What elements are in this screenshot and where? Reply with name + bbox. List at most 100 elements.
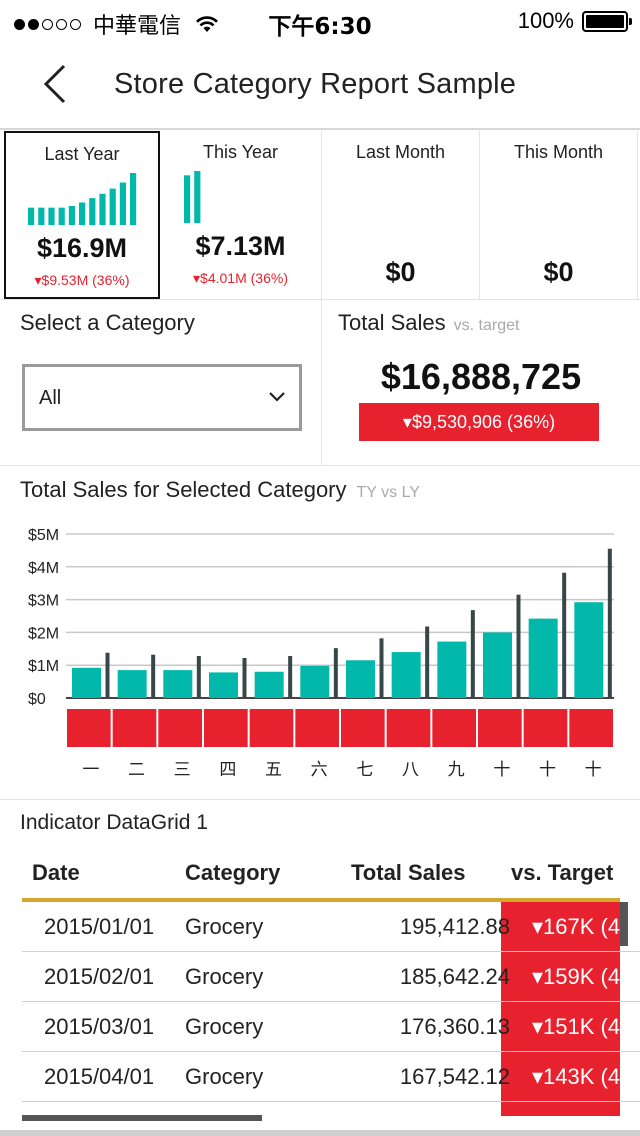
ty-bar [574, 602, 604, 698]
page-title: Store Category Report Sample [114, 68, 517, 100]
kpi-value: $0 [543, 257, 574, 287]
spark-bar [119, 182, 126, 225]
spark-bar [109, 188, 116, 225]
cell-date: 2015/02/01 [44, 964, 155, 989]
cell-date: 2015/01/01 [44, 914, 155, 939]
status-right: 100% [517, 8, 632, 34]
horizontal-scrollbar[interactable] [22, 1115, 262, 1121]
wifi-icon [196, 16, 218, 32]
kpi-tile-last-year[interactable]: Last Year $16.9M ▾$9.53M (36%) [4, 131, 160, 299]
kpi-row: Last Year $16.9M ▾$9.53M (36%) This Year… [0, 131, 640, 299]
ly-bar [562, 572, 567, 698]
x-tick-label: 十 [493, 760, 510, 780]
variance-cell [295, 709, 339, 747]
spark-bar [184, 175, 191, 223]
x-tick-label: 八 [402, 760, 419, 780]
variance-cell [158, 709, 202, 747]
cell-target: ▾151K (4 [532, 1014, 620, 1039]
ly-bar [425, 626, 430, 698]
carrier-name: 中華電信 [93, 14, 182, 39]
spark-bar [79, 202, 86, 225]
cell-category: Grocery [185, 1014, 264, 1039]
spark-bar [58, 207, 65, 225]
kpi-sparkline [28, 173, 137, 225]
ty-bar [391, 652, 421, 698]
cell-sales: 176,360.13 [399, 1014, 510, 1039]
column-header-date[interactable]: Date [32, 860, 80, 885]
grid-header: Date Category Total Sales vs. Target [22, 846, 640, 900]
divider [0, 299, 640, 300]
cell-date: 2015/03/01 [44, 1014, 155, 1039]
ty-bar [483, 632, 512, 698]
divider [321, 300, 322, 465]
kpi-tile-this-year[interactable]: This Year $7.13M ▾$4.01M (36%) [160, 131, 322, 299]
variance-cell [204, 709, 248, 747]
cell-target: ▾167K (4 [532, 914, 620, 939]
cell-sales: 167,542.12 [399, 1064, 510, 1089]
back-arrow-icon[interactable] [38, 62, 78, 106]
nav-bar: Store Category Report Sample [0, 40, 640, 130]
ly-bar [470, 610, 475, 698]
kpi-delta: ▾$9.53M (36%) [34, 272, 130, 288]
status-time: 下午6:30 [268, 14, 372, 40]
table-row[interactable]: 2015/04/01 Grocery 167,542.12 ▾143K (4 [22, 1052, 640, 1102]
x-tick-label: 五 [265, 760, 282, 780]
x-tick-label: 十 [585, 760, 602, 780]
ty-bar [437, 641, 467, 698]
kpi-delta: ▾$4.01M (36%) [193, 270, 288, 286]
cell-sales: 195,412.88 [399, 914, 510, 939]
table-row[interactable]: 2015/02/01 Grocery 185,642.24 ▾159K (4 [22, 952, 640, 1002]
ly-bar [242, 657, 247, 698]
column-header-category[interactable]: Category [185, 860, 281, 885]
x-tick-label: 九 [448, 760, 465, 780]
signal-strength-icon [14, 18, 81, 30]
battery-icon [582, 10, 632, 32]
kpi-label: Last Month [355, 142, 446, 162]
table-row[interactable]: 2015/01/01 Grocery 195,412.88 ▾167K (4 [22, 902, 640, 952]
x-tick-label: 十 [539, 760, 556, 780]
vertical-scrollbar[interactable] [620, 902, 628, 946]
spark-bar [48, 207, 55, 225]
ty-bar [346, 660, 375, 698]
spark-bar [68, 205, 75, 225]
target-indicator-column [501, 902, 620, 1116]
x-tick-label: 六 [311, 760, 328, 780]
column-header-vs-target[interactable]: vs. Target [511, 860, 614, 885]
ly-bar [288, 656, 293, 698]
kpi-tile-last-month[interactable]: Last Month $0 [322, 131, 480, 299]
spark-bar [89, 198, 96, 225]
cell-sales: 185,642.24 [399, 964, 510, 989]
x-tick-label: 四 [219, 760, 236, 780]
kpi-tile-this-month[interactable]: This Month $0 [480, 131, 638, 299]
chart-title: Total Sales for Selected Category TY vs L… [20, 477, 420, 502]
cell-category: Grocery [185, 964, 264, 989]
ly-bar [516, 594, 521, 698]
spark-bar [99, 193, 106, 225]
category-dropdown[interactable]: All [22, 364, 302, 431]
battery-percent: 100% [517, 8, 574, 33]
variance-cell [523, 709, 568, 747]
y-tick-label: $0 [28, 691, 46, 708]
sales-chart: $5M $4M $3M $2M $1M $0 一 二 三 四 五 六 七 八 九 十 十 十 [28, 527, 614, 780]
y-tick-label: $4M [28, 560, 59, 577]
variance-cell [112, 709, 157, 747]
column-header-total-sales[interactable]: Total Sales [351, 860, 466, 885]
ly-bar [151, 654, 156, 698]
x-tick-label: 二 [128, 760, 145, 780]
spark-bar [28, 207, 35, 225]
variance-cell [386, 709, 431, 747]
table-row[interactable]: 2015/03/01 Grocery 176,360.13 ▾151K (4 [22, 1002, 640, 1052]
spark-bar [130, 173, 137, 225]
ty-bar [72, 667, 101, 698]
total-sales-value: $16,888,725 [380, 356, 582, 397]
total-sales-delta-badge: ▾$9,530,906 (36%) [359, 403, 599, 441]
x-tick-label: 三 [174, 760, 191, 780]
x-tick-label: 七 [356, 760, 373, 780]
y-tick-label: $5M [28, 527, 59, 544]
kpi-value: $7.13M [195, 231, 286, 261]
bottom-border [0, 1130, 640, 1136]
ly-bar [105, 652, 110, 698]
status-left: 中華電信 [14, 8, 219, 40]
y-tick-label: $1M [28, 658, 59, 675]
ly-bar [607, 548, 612, 698]
